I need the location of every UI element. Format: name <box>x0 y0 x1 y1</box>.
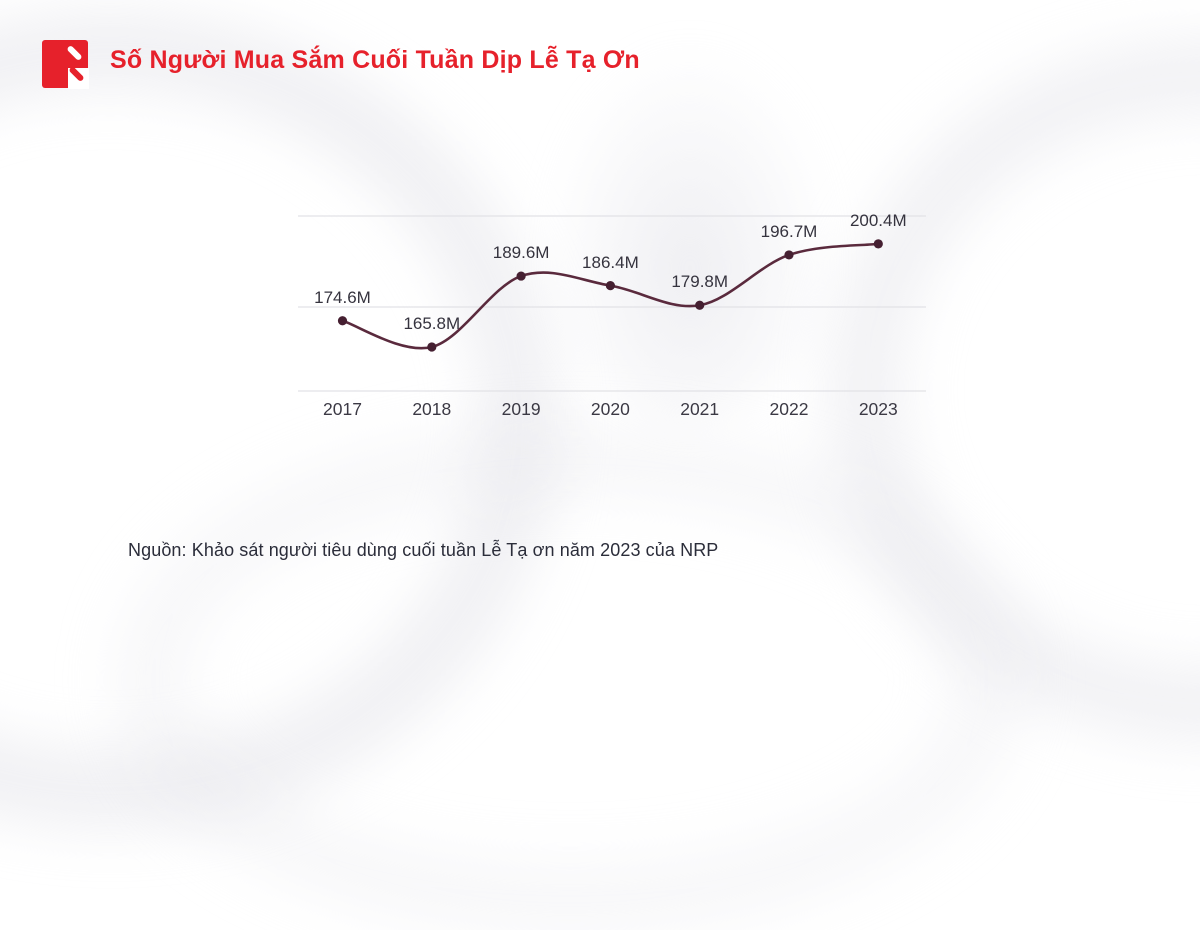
data-point-label: 179.8M <box>671 272 729 292</box>
x-axis-label: 2019 <box>501 399 541 419</box>
data-point-2020 <box>605 281 616 291</box>
thanksgiving-weekend-shoppers-line-chart: 174.6M 165.8M 189.6M 186.4M 179.8M 196.7M 200.… <box>298 210 926 419</box>
x-axis-label: 2020 <box>590 399 630 419</box>
data-point-label: 189.6M <box>492 243 550 263</box>
page-title: Số Người Mua Sắm Cuối Tuần Dịp Lễ Tạ Ơn <box>110 46 640 74</box>
chart-canvas <box>298 215 926 392</box>
data-point-2018 <box>427 342 437 352</box>
data-point-label: 200.4M <box>849 210 907 230</box>
data-point-label: 165.8M <box>403 314 461 333</box>
data-point-label: 196.7M <box>760 221 818 241</box>
data-point-label: 186.4M <box>582 252 639 272</box>
data-point-2017 <box>337 316 348 326</box>
x-axis-label: 2021 <box>680 399 720 419</box>
data-point-label: 174.6M <box>314 287 371 307</box>
data-point-2021 <box>695 300 705 310</box>
brand-logo-icon <box>42 40 89 89</box>
data-point-2019 <box>516 271 526 281</box>
source-note: Nguồn: Khảo sát người tiêu dùng cuối tuầ… <box>128 540 719 560</box>
data-point-2022 <box>784 250 794 260</box>
x-axis-label: 2018 <box>412 399 452 419</box>
x-axis-label: 2017 <box>323 399 362 419</box>
x-axis-label: 2022 <box>769 399 809 419</box>
data-point-2023 <box>873 239 883 249</box>
x-axis-label: 2023 <box>858 399 898 419</box>
